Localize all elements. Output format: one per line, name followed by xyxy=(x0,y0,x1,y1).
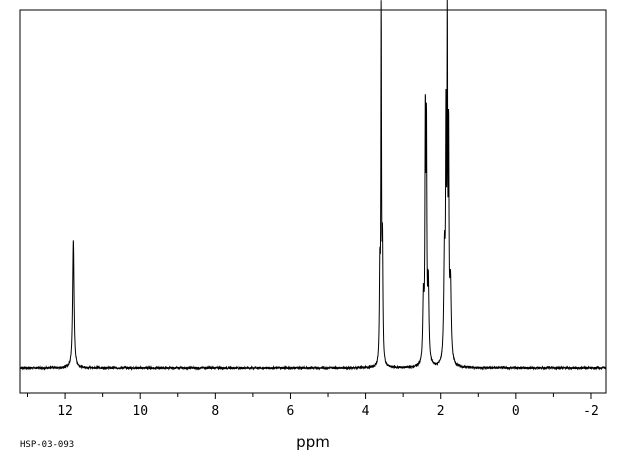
x-axis-label: ppm xyxy=(296,433,330,451)
x-tick-label: 0 xyxy=(512,404,520,419)
x-tick-label: 12 xyxy=(57,404,73,419)
x-axis-ticks: 12 10 8 6 4 2 0 -2 xyxy=(27,393,599,419)
x-tick-label: 10 xyxy=(132,404,148,419)
x-tick-label: 4 xyxy=(362,404,370,419)
x-tick-label: 2 xyxy=(437,404,445,419)
plot-frame xyxy=(19,9,607,394)
x-tick-label: -2 xyxy=(583,404,599,419)
spectrum-trace xyxy=(19,0,607,371)
x-tick-label: 6 xyxy=(287,404,295,419)
sample-id-label: HSP-03-093 xyxy=(20,440,74,450)
x-tick-label: 8 xyxy=(211,404,219,419)
